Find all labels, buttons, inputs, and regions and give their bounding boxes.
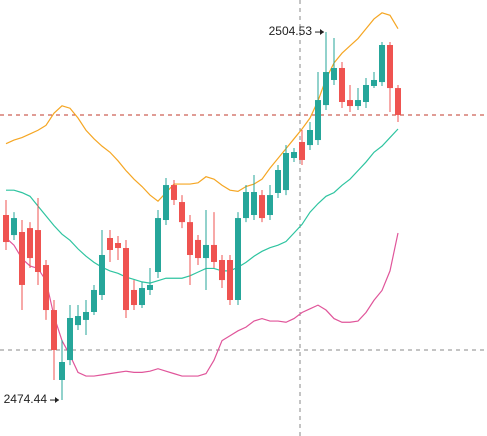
candle-body: [75, 316, 81, 326]
candle-body: [251, 192, 257, 216]
candle-body: [51, 310, 57, 351]
indicator-line: [6, 128, 399, 284]
candle-body: [107, 237, 113, 250]
candle-body: [355, 100, 361, 107]
candle-body: [283, 152, 289, 191]
candle-body: [155, 218, 161, 272]
candle-body: [323, 72, 329, 106]
candle-body: [139, 288, 145, 306]
candle-body: [291, 152, 297, 159]
candle-body: [331, 67, 337, 80]
candle-body: [195, 239, 201, 259]
candle-body: [299, 141, 305, 160]
candle-body: [235, 218, 241, 301]
candle-body: [219, 260, 225, 281]
candle-body: [275, 169, 281, 193]
candle-body: [11, 218, 17, 236]
candle-body: [131, 289, 137, 306]
candle-body: [259, 195, 265, 219]
candle-body: [91, 289, 97, 312]
candle-body: [387, 45, 393, 89]
candle-body: [267, 195, 273, 216]
candle-body: [211, 244, 217, 262]
candle-body: [99, 254, 105, 295]
candle-body: [43, 265, 49, 311]
candle-body: [395, 88, 401, 115]
candle-body: [363, 84, 369, 102]
candle-body: [243, 192, 249, 219]
candle-body: [115, 243, 121, 249]
candle-body: [187, 222, 193, 255]
indicator-line: [5, 12, 399, 202]
indicator-line: [5, 232, 399, 377]
candle-body: [227, 260, 233, 301]
candle-body: [123, 248, 129, 311]
candle-body: [371, 79, 377, 86]
annotation-label: 2504.53: [269, 24, 313, 38]
candle-body: [147, 284, 153, 290]
candle-body: [171, 185, 177, 200]
candle-body: [347, 100, 353, 107]
annotation-label: 2474.44: [4, 392, 48, 406]
candle-body: [19, 232, 25, 285]
candle-body: [339, 67, 345, 102]
candle-body: [35, 230, 41, 272]
candle-body: [315, 100, 321, 141]
candle-body: [179, 202, 185, 223]
candle-body: [27, 228, 33, 259]
annotation-arrow-head: [320, 29, 324, 36]
candle-body: [307, 130, 313, 146]
candle-body: [83, 311, 89, 320]
candle-body: [67, 317, 73, 361]
candle-body: [379, 45, 385, 83]
candle-body: [203, 244, 209, 259]
candle-body: [59, 362, 65, 380]
candle-body: [163, 185, 169, 221]
annotation-arrow-head: [55, 397, 59, 404]
candle-body: [3, 215, 9, 243]
